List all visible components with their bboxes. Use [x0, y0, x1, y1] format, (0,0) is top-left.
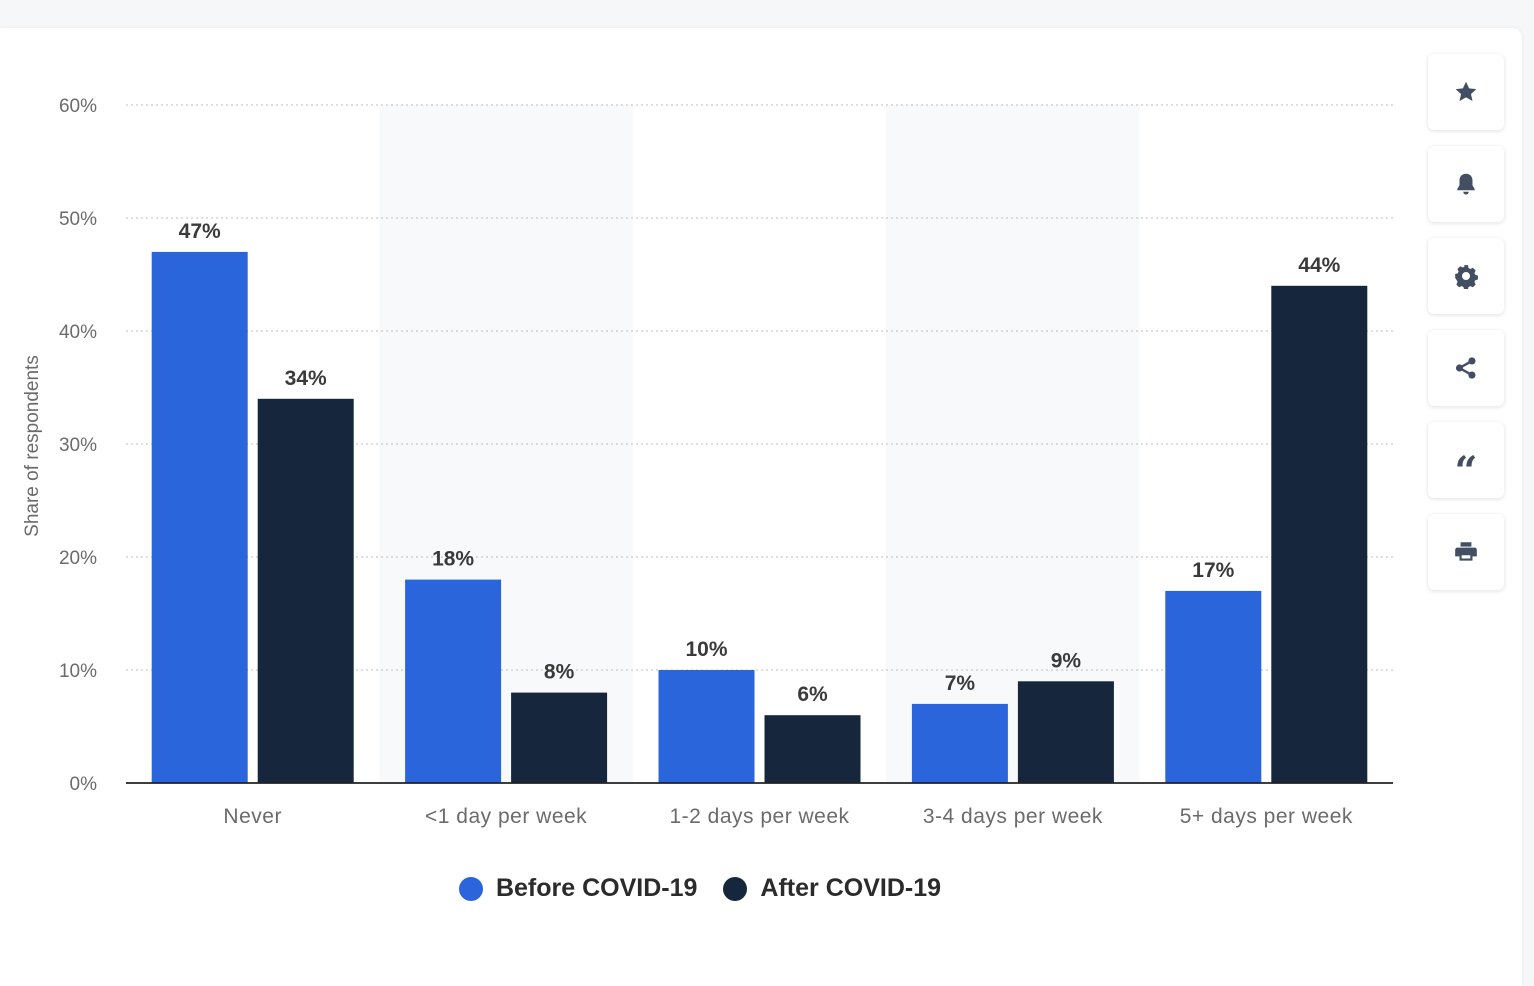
share-icon	[1455, 357, 1476, 379]
gear-icon	[1455, 265, 1478, 289]
bar-before	[405, 579, 502, 783]
y-tick-label: 50%	[59, 209, 97, 230]
y-axis-title: Share of respondents	[22, 355, 43, 537]
legend-item-after[interactable]: After COVID-19	[723, 874, 941, 903]
x-tick-label: Never	[223, 805, 282, 828]
bar-after	[1017, 681, 1114, 783]
x-tick-label: 1-2 days per week	[669, 805, 849, 828]
bar-before	[1165, 590, 1262, 783]
quote-icon: “	[1454, 448, 1478, 495]
legend-label-after: After COVID-19	[760, 874, 942, 902]
data-label: 47%	[179, 220, 221, 243]
print-icon	[1455, 542, 1477, 561]
bar-before	[911, 703, 1008, 783]
settings-button[interactable]	[1428, 238, 1504, 314]
bar-after	[1271, 285, 1368, 783]
data-label: 44%	[1298, 254, 1340, 277]
y-tick-label: 20%	[59, 548, 97, 569]
chart-panel	[0, 28, 1522, 986]
data-label: 8%	[544, 661, 575, 684]
legend-marker-after	[723, 876, 748, 901]
data-label: 9%	[1051, 649, 1082, 672]
chart-legend: Before COVID-19 After COVID-19	[0, 874, 1400, 903]
data-label: 18%	[432, 548, 474, 571]
print-button[interactable]	[1428, 514, 1504, 590]
notification-button[interactable]	[1428, 146, 1504, 222]
x-tick-label: 5+ days per week	[1180, 805, 1353, 828]
y-tick-label: 0%	[70, 774, 98, 795]
bar-before	[151, 251, 248, 783]
x-tick-label: <1 day per week	[425, 805, 587, 828]
star-icon	[1455, 81, 1477, 101]
legend-item-before[interactable]: Before COVID-19	[458, 874, 698, 903]
bar-after	[257, 398, 354, 783]
y-tick-label: 60%	[59, 96, 97, 117]
x-tick-label: 3-4 days per week	[923, 805, 1103, 828]
y-tick-label: 10%	[59, 661, 97, 682]
bar-after	[764, 715, 861, 783]
cite-button[interactable]: “	[1428, 422, 1504, 498]
share-button[interactable]	[1428, 330, 1504, 406]
y-tick-label: 30%	[59, 435, 97, 456]
bar-before	[658, 670, 755, 783]
data-label: 10%	[685, 638, 727, 661]
data-label: 34%	[285, 367, 327, 390]
bar-after	[511, 692, 608, 783]
legend-marker-before	[458, 876, 483, 901]
y-tick-label: 40%	[59, 322, 97, 343]
favorite-button[interactable]	[1428, 54, 1504, 130]
bar-chart: 0% 10% 20% 30% 40% 50% 60% Share of respondents…	[22, 96, 1393, 828]
data-label: 7%	[945, 672, 976, 695]
bell-icon	[1457, 173, 1475, 195]
data-label: 6%	[797, 683, 828, 706]
data-label: 17%	[1192, 559, 1234, 582]
legend-label-before: Before COVID-19	[495, 874, 698, 902]
